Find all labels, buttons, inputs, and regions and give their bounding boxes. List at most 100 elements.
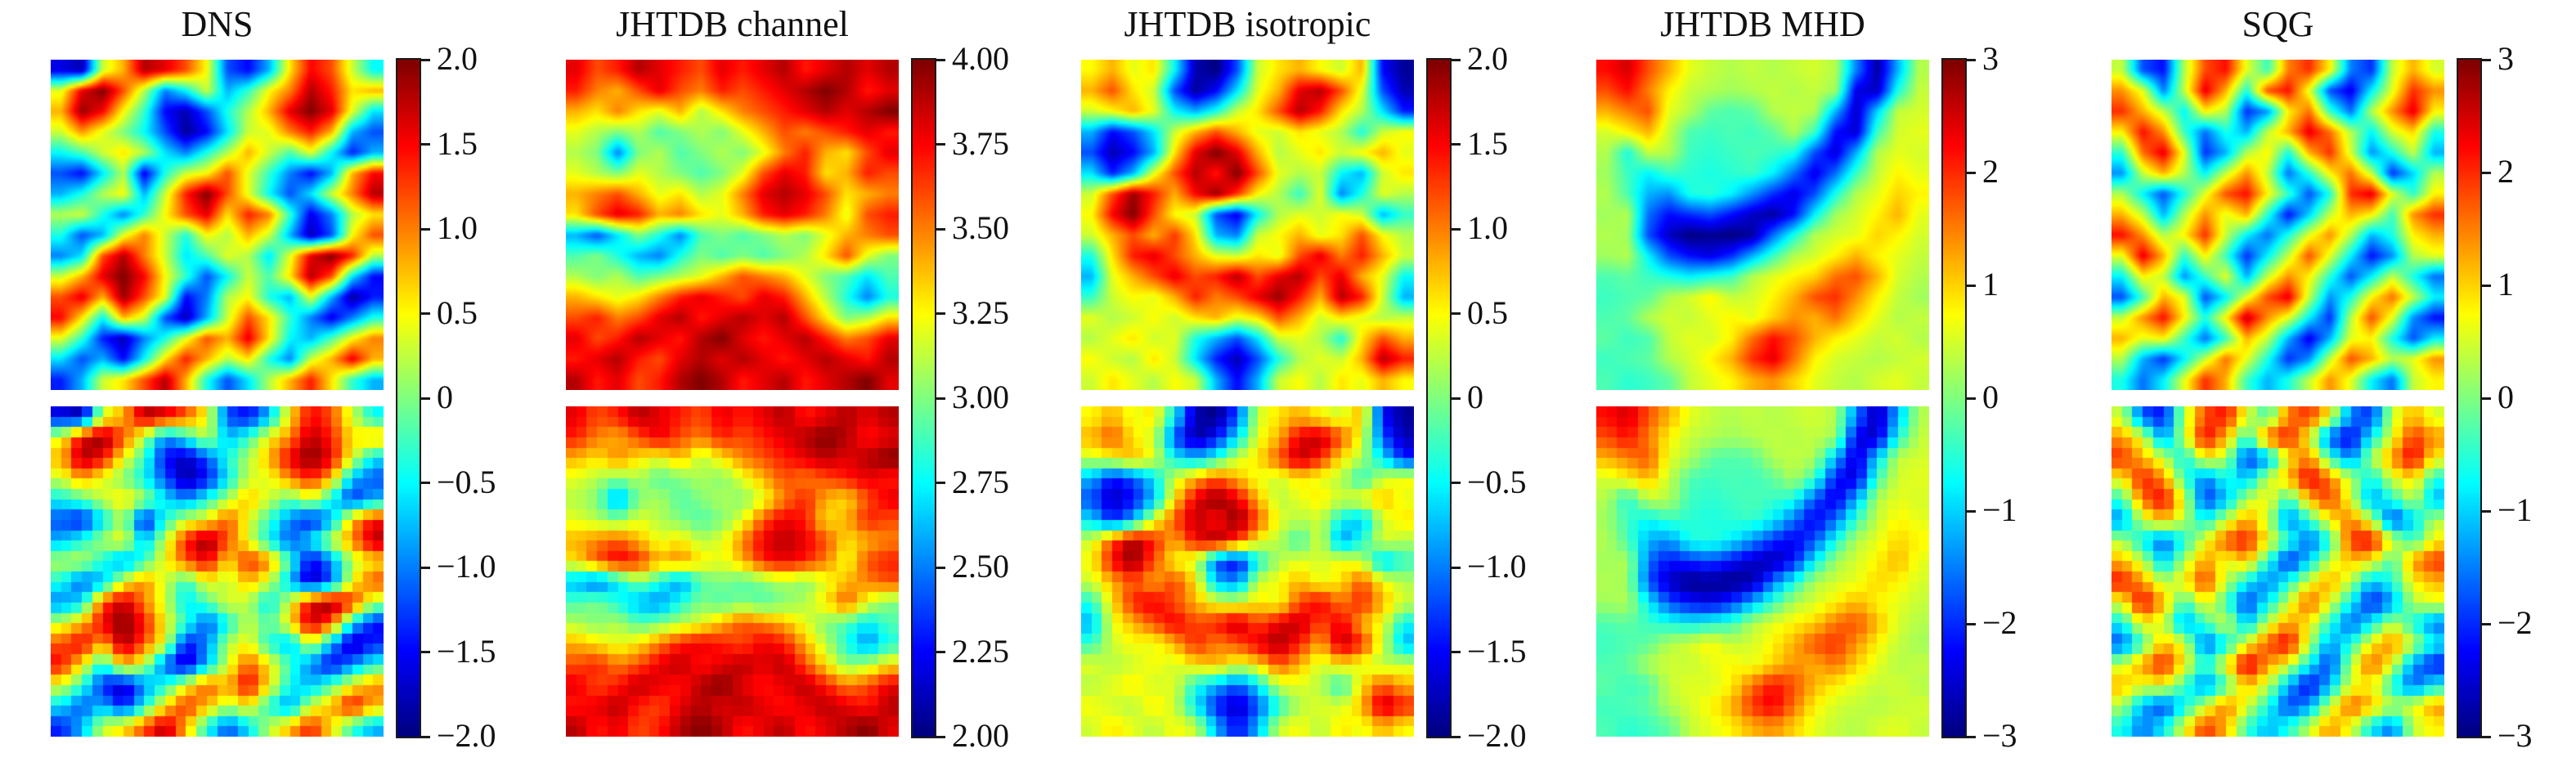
colorbar-tick-label: −1.5: [1467, 632, 1527, 670]
colorbar-tick-label: 2: [2497, 153, 2514, 191]
panel-column-jhtdb-isotropic: JHTDB isotropic 2.0 1.5 1.0 0.5 0 −0.5 −1.0 −1.…: [1030, 0, 1546, 771]
jhtdb-mhd-lowres-heatmap: [1596, 406, 1929, 737]
colorbar-tick-label: 1.5: [437, 124, 478, 162]
colorbar-tick-label: 1.0: [437, 209, 478, 247]
colorbar-tick-mark: [936, 651, 945, 653]
colorbar-tick-mark: [421, 58, 430, 61]
colorbar-tick-label: 2.25: [952, 632, 1009, 670]
colorbar-tick-mark: [1967, 284, 1976, 287]
column-title-jhtdb-isotropic: JHTDB isotropic: [1124, 4, 1371, 44]
colorbar-tick-mark: [1452, 397, 1461, 400]
colorbar-tick-mark: [2482, 622, 2491, 625]
colorbar-tick-label: 3: [1982, 40, 1999, 78]
sqg-colorbar: [2457, 58, 2482, 738]
colorbar-tick-mark: [421, 566, 430, 569]
colorbar-tick-label: −2: [2497, 604, 2533, 642]
jhtdb-channel-lowres-heatmap: [566, 406, 899, 737]
colorbar-tick-mark: [2482, 735, 2491, 738]
colorbar-tick-label: 2.0: [1467, 40, 1508, 78]
colorbar-tick-label: 4.00: [952, 40, 1009, 78]
colorbar-tick-mark: [1967, 171, 1976, 174]
colorbar-tick-mark: [936, 143, 945, 146]
colorbar-tick-mark: [421, 482, 430, 484]
colorbar-tick-mark: [1452, 735, 1461, 738]
jhtdb-channel-colorbar: [911, 58, 936, 738]
colorbar-tick-mark: [1967, 397, 1976, 400]
column-title-sqg: SQG: [2242, 4, 2314, 44]
colorbar-tick-label: 3.00: [952, 379, 1009, 416]
colorbar-tick-label: −1.0: [1467, 548, 1527, 585]
panel-column-jhtdb-channel: JHTDB channel 4.00 3.75 3.50 3.25 3.00 2.75 2.…: [515, 0, 1030, 771]
colorbar-tick-mark: [1452, 143, 1461, 146]
column-title-dns: DNS: [181, 4, 254, 44]
colorbar-tick-label: −2.0: [437, 717, 496, 755]
colorbar-tick-mark: [1452, 58, 1461, 61]
colorbar-tick-mark: [936, 312, 945, 315]
sqg-highres-heatmap: [2112, 60, 2444, 390]
colorbar-tick-mark: [421, 651, 430, 653]
colorbar-tick-label: 3: [2497, 40, 2514, 78]
colorbar-tick-label: 2.00: [952, 717, 1009, 755]
colorbar-tick-mark: [2482, 397, 2491, 400]
colorbar-tick-label: −2: [1982, 604, 2017, 642]
colorbar-tick-label: −3: [1982, 717, 2017, 755]
colorbar-tick-mark: [1967, 58, 1976, 61]
colorbar-tick-label: −1: [1982, 491, 2017, 529]
colorbar-tick-mark: [1452, 227, 1461, 231]
colorbar-tick-label: 0: [1982, 379, 1999, 416]
colorbar-tick-label: 0: [1467, 379, 1483, 416]
panel-column-sqg: SQG 3 2 1 0 −1 −2 −3: [2061, 0, 2576, 771]
colorbar-tick-label: −0.5: [437, 463, 496, 500]
colorbar-tick-mark: [421, 397, 430, 400]
dns-lowres-heatmap: [51, 406, 384, 737]
colorbar-tick-mark: [2482, 171, 2491, 174]
colorbar-tick-label: 1.0: [1467, 209, 1508, 247]
colorbar-tick-mark: [1452, 566, 1461, 569]
colorbar-tick-label: 0.5: [437, 294, 478, 331]
colorbar-tick-label: 3.25: [952, 294, 1009, 331]
colorbar-tick-label: −1.5: [437, 632, 496, 670]
colorbar-tick-mark: [2482, 509, 2491, 513]
colorbar-tick-label: 1: [2497, 266, 2514, 303]
colorbar-tick-label: 2.75: [952, 463, 1009, 500]
colorbar-tick-label: −0.5: [1467, 463, 1527, 500]
column-title-jhtdb-channel: JHTDB channel: [616, 4, 849, 44]
panel-column-jhtdb-mhd: JHTDB MHD 3 2 1 0 −1 −2 −3: [1546, 0, 2061, 771]
colorbar-tick-label: 0: [437, 379, 453, 416]
colorbar-tick-mark: [421, 735, 430, 738]
colorbar-tick-mark: [1452, 312, 1461, 315]
colorbar-tick-label: 3.75: [952, 124, 1009, 162]
colorbar-tick-label: 2: [1982, 153, 1999, 191]
colorbar-tick-mark: [2482, 284, 2491, 287]
colorbar-tick-mark: [1967, 735, 1976, 738]
colorbar-tick-mark: [936, 58, 945, 61]
colorbar-tick-label: 0: [2497, 379, 2514, 416]
colorbar-tick-label: 0.5: [1467, 294, 1508, 331]
colorbar-tick-mark: [421, 227, 430, 231]
colorbar-tick-mark: [936, 735, 945, 738]
colorbar-tick-mark: [1967, 509, 1976, 513]
jhtdb-isotropic-lowres-heatmap: [1081, 406, 1414, 737]
jhtdb-isotropic-highres-heatmap: [1081, 60, 1414, 390]
jhtdb-channel-highres-heatmap: [566, 60, 899, 390]
dns-highres-heatmap: [51, 60, 384, 390]
sqg-lowres-heatmap: [2112, 406, 2444, 737]
colorbar-tick-mark: [936, 482, 945, 484]
colorbar-tick-label: −3: [2497, 717, 2533, 755]
colorbar-tick-mark: [936, 227, 945, 231]
colorbar-tick-mark: [421, 143, 430, 146]
colorbar-tick-mark: [421, 312, 430, 315]
colorbar-tick-label: −1: [2497, 491, 2533, 529]
colorbar-tick-label: −1.0: [437, 548, 496, 585]
colorbar-tick-label: 2.50: [952, 548, 1009, 585]
jhtdb-mhd-colorbar: [1941, 58, 1967, 738]
colorbar-tick-mark: [1967, 622, 1976, 625]
colorbar-tick-mark: [1452, 651, 1461, 653]
colorbar-tick-mark: [1452, 482, 1461, 484]
colorbar-tick-label: 2.0: [437, 40, 478, 78]
colorbar-tick-mark: [2482, 58, 2491, 61]
jhtdb-isotropic-colorbar: [1426, 58, 1452, 738]
column-title-jhtdb-mhd: JHTDB MHD: [1660, 4, 1865, 44]
dns-colorbar: [396, 58, 421, 738]
